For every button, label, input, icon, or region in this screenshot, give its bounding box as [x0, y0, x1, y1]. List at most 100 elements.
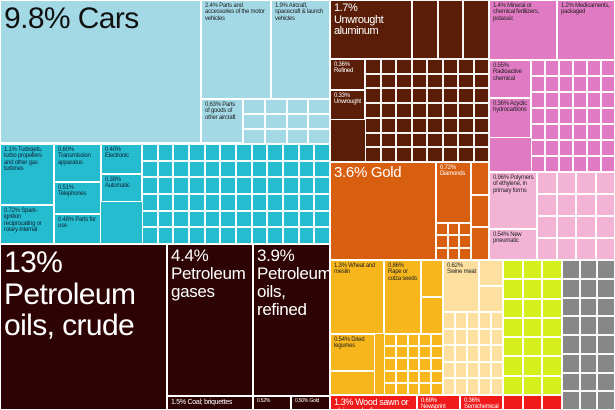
- treemap-tile-minor: [395, 358, 408, 371]
- treemap-tile-minor: [545, 140, 559, 156]
- treemap-tile-minor: [442, 147, 458, 162]
- treemap-tile-minor: [579, 278, 598, 298]
- treemap-tile-minor: [522, 260, 543, 280]
- treemap-tile-minor: [597, 297, 615, 317]
- treemap-tile-minor: [559, 140, 573, 156]
- treemap-tile-minor: [267, 144, 283, 161]
- treemap-tile: 1.7% Unwrought aluminum: [330, 0, 412, 59]
- treemap-tile-minor: [173, 227, 189, 244]
- treemap-tile-minor: [298, 194, 315, 211]
- treemap-tile-minor: [559, 92, 573, 108]
- treemap-tile-minor: [251, 227, 268, 244]
- treemap-tile-minor: [601, 156, 615, 172]
- treemap-tile-minor: [419, 346, 432, 359]
- treemap-tile-minor: [189, 194, 205, 211]
- treemap-tile-minor: [531, 124, 545, 140]
- treemap-tile: 0.36% Semichemical: [460, 395, 503, 410]
- treemap-tile-minor: [236, 144, 252, 161]
- treemap-tile-minor: [442, 117, 458, 133]
- treemap-tile-minor: [579, 260, 598, 279]
- treemap-tile-minor: [396, 117, 412, 133]
- treemap-tile-minor: [142, 160, 158, 178]
- treemap-tile-minor: [503, 279, 523, 299]
- treemap-tile-minor: [467, 328, 479, 346]
- treemap-tile-minor: [587, 156, 601, 172]
- treemap-tile-label: 13% Petroleum oils, crude: [4, 246, 136, 342]
- treemap-tile-minor: [442, 88, 458, 104]
- treemap-tile-minor: [537, 238, 557, 260]
- treemap-tile-minor: [173, 177, 189, 194]
- treemap-tile: 0.48% Parts for use: [54, 214, 101, 244]
- treemap-tile-minor: [467, 312, 479, 329]
- treemap-tile-minor: [491, 345, 503, 362]
- treemap-tile-minor: [298, 227, 315, 244]
- treemap-tile-minor: [220, 177, 236, 194]
- treemap-tile-minor: [204, 160, 221, 178]
- treemap-tile-label: 0.39% Automatic: [105, 177, 130, 190]
- treemap-tile-label: 0.54% Dried legumes: [334, 337, 365, 350]
- treemap-tile-minor: [330, 371, 375, 395]
- treemap-tile: 0.54% Dried legumes: [330, 334, 375, 371]
- treemap-tile-minor: [467, 361, 479, 379]
- treemap-tile-minor: [579, 316, 598, 335]
- treemap-tile-minor: [479, 378, 491, 395]
- treemap-tile-minor: [407, 358, 420, 371]
- treemap-tile-minor: [479, 328, 491, 346]
- treemap-tile-minor: [522, 337, 543, 357]
- treemap-tile-minor: [447, 223, 460, 236]
- treemap-tile-minor: [587, 76, 601, 92]
- treemap-tile-minor: [283, 144, 299, 161]
- treemap-tile-minor: [365, 103, 381, 118]
- treemap-tile-minor: [601, 76, 615, 92]
- treemap-tile-minor: [142, 177, 158, 194]
- treemap-tile-label: 0.60% Transmission apparatus: [58, 147, 91, 166]
- treemap-tile-minor: [473, 73, 489, 89]
- treemap-tile-minor: [459, 247, 471, 260]
- treemap-tile-minor: [314, 210, 330, 228]
- treemap-tile-minor: [411, 59, 427, 74]
- treemap-tile-minor: [283, 210, 299, 228]
- treemap-tile-minor: [431, 370, 443, 383]
- treemap-tile-minor: [236, 227, 252, 244]
- treemap-tile-label: 3.9% Petroleum oils, refined: [257, 246, 330, 319]
- treemap-tile-minor: [283, 227, 299, 244]
- treemap-tile-minor: [267, 227, 283, 244]
- treemap-tile-minor: [142, 194, 158, 211]
- treemap-tile-minor: [384, 370, 396, 383]
- treemap-tile-minor: [458, 59, 474, 74]
- treemap-tile-minor: [443, 312, 455, 329]
- treemap-tile-minor: [204, 177, 221, 194]
- treemap-tile-minor: [576, 172, 596, 194]
- treemap-tile-minor: [157, 177, 174, 194]
- treemap-tile-minor: [503, 395, 523, 410]
- treemap-tile-minor: [157, 194, 174, 211]
- treemap-tile-minor: [491, 378, 503, 395]
- treemap-tile: 1.3% Wood sawn or chipped of a thickness: [330, 395, 417, 410]
- treemap-tile-minor: [537, 216, 557, 238]
- treemap-tile-label: 0.33% Unwrought: [334, 93, 361, 106]
- treemap-tile: 2.4% Parts and accessories of the motor …: [201, 0, 271, 99]
- treemap-tile-minor: [503, 317, 523, 338]
- treemap-tile-minor: [559, 60, 573, 76]
- treemap-tile-minor: [298, 144, 315, 161]
- treemap-tile-minor: [395, 370, 408, 383]
- treemap-tile-minor: [573, 60, 587, 76]
- treemap-tile-minor: [396, 73, 412, 89]
- treemap-tile-minor: [437, 0, 464, 59]
- treemap-tile-minor: [597, 372, 615, 392]
- treemap-tile-minor: [531, 92, 545, 108]
- treemap-tile-minor: [562, 335, 580, 354]
- treemap-tile-minor: [531, 60, 545, 76]
- treemap-tile-label: 1.5% Coal; briquettes: [171, 399, 233, 406]
- treemap-tile-minor: [556, 216, 576, 238]
- treemap-tile-minor: [204, 227, 221, 244]
- treemap-tile-minor: [189, 160, 205, 178]
- treemap-tile-minor: [587, 92, 601, 108]
- treemap-tile-label: 1.3% Wheat and meslin: [334, 263, 376, 276]
- treemap-tile-minor: [573, 156, 587, 172]
- treemap-tile-minor: [503, 260, 523, 280]
- treemap-tile-minor: [579, 353, 598, 373]
- treemap-tile-minor: [380, 117, 396, 133]
- treemap-tile-minor: [380, 132, 396, 148]
- treemap-tile-minor: [542, 356, 562, 376]
